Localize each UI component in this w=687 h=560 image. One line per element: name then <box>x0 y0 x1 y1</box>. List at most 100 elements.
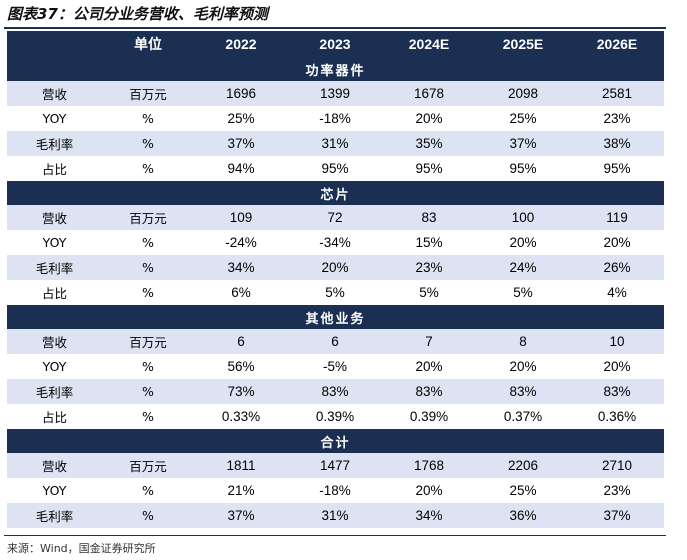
value-cell: -18% <box>288 478 382 503</box>
value-cell: 7 <box>382 329 476 354</box>
value-cell: 2581 <box>570 81 664 106</box>
row-label: 营收 <box>7 329 102 354</box>
section-title: 功率器件 <box>7 57 664 81</box>
value-cell: 6% <box>194 280 288 305</box>
section-header-row: 功率器件 <box>7 57 664 81</box>
value-cell: -24% <box>194 230 288 255</box>
value-cell: 20% <box>288 255 382 280</box>
row-unit: % <box>102 478 194 503</box>
table-row: YOY% 25% -18% 20% 25% 23% <box>7 106 664 131</box>
row-unit: 百万元 <box>102 81 194 106</box>
row-label: 占比 <box>7 156 102 181</box>
value-cell: 72 <box>288 205 382 230</box>
value-cell: 83% <box>476 379 570 404</box>
row-label: YOY <box>7 106 102 131</box>
section-header-row: 合计 <box>7 429 664 453</box>
value-cell: 2206 <box>476 453 570 478</box>
value-cell: 20% <box>570 230 664 255</box>
row-label: 毛利率 <box>7 255 102 280</box>
value-cell: 25% <box>476 478 570 503</box>
table-row: 营收 百万元 1811 1477 1768 2206 2710 <box>7 453 664 478</box>
table-header-row: 单位 2022 2023 2024E 2025E 2026E <box>7 31 664 57</box>
value-cell: 100 <box>476 205 570 230</box>
row-unit: % <box>102 354 194 379</box>
value-cell: 2098 <box>476 81 570 106</box>
header-year: 2023 <box>288 31 382 57</box>
value-cell: 95% <box>476 156 570 181</box>
figure-title: 图表37：公司分业务营收、毛利率预测 <box>7 5 268 23</box>
table-row: 营收 百万元 109 72 83 100 119 <box>7 205 664 230</box>
row-label: 毛利率 <box>7 131 102 156</box>
value-cell: 24% <box>476 255 570 280</box>
value-cell: 34% <box>382 503 476 528</box>
row-label: 占比 <box>7 404 102 429</box>
header-year: 2026E <box>570 31 664 57</box>
value-cell: -5% <box>288 354 382 379</box>
section-title: 芯片 <box>7 181 664 205</box>
row-unit: % <box>102 404 194 429</box>
section-title: 合计 <box>7 429 664 453</box>
value-cell: 73% <box>194 379 288 404</box>
row-label: YOY <box>7 230 102 255</box>
row-unit: % <box>102 106 194 131</box>
value-cell: 20% <box>570 354 664 379</box>
value-cell: 109 <box>194 205 288 230</box>
value-cell: 119 <box>570 205 664 230</box>
table-row: YOY% 21% -18% 20% 25% 23% <box>7 478 664 503</box>
row-label: 营收 <box>7 81 102 106</box>
row-unit: % <box>102 156 194 181</box>
value-cell: 2710 <box>570 453 664 478</box>
value-cell: 8 <box>476 329 570 354</box>
table-row: YOY% -24% -34% 15% 20% 20% <box>7 230 664 255</box>
value-cell: 5% <box>382 280 476 305</box>
row-unit: 百万元 <box>102 453 194 478</box>
value-cell: 26% <box>570 255 664 280</box>
value-cell: 56% <box>194 354 288 379</box>
row-label: 毛利率 <box>7 503 102 528</box>
table-row: 营收 百万元 1696 1399 1678 2098 2581 <box>7 81 664 106</box>
table-row: 占比% 0.33% 0.39% 0.39% 0.37% 0.36% <box>7 404 664 429</box>
value-cell: 21% <box>194 478 288 503</box>
value-cell: 23% <box>570 106 664 131</box>
table-row: 毛利率% 34% 20% 23% 24% 26% <box>7 255 664 280</box>
value-cell: 37% <box>194 503 288 528</box>
value-cell: 23% <box>382 255 476 280</box>
value-cell: 35% <box>382 131 476 156</box>
source-note: 来源：Wind，国金证券研究所 <box>7 542 156 555</box>
value-cell: 1399 <box>288 81 382 106</box>
row-unit: 百万元 <box>102 329 194 354</box>
value-cell: 34% <box>194 255 288 280</box>
header-year: 2024E <box>382 31 476 57</box>
value-cell: 25% <box>194 106 288 131</box>
bottom-divider <box>4 535 666 536</box>
value-cell: 6 <box>288 329 382 354</box>
value-cell: 20% <box>382 354 476 379</box>
value-cell: 20% <box>476 230 570 255</box>
value-cell: 23% <box>570 478 664 503</box>
value-cell: 15% <box>382 230 476 255</box>
value-cell: 1696 <box>194 81 288 106</box>
value-cell: 25% <box>476 106 570 131</box>
section-header-row: 其他业务 <box>7 305 664 329</box>
row-unit: % <box>102 255 194 280</box>
value-cell: 20% <box>382 478 476 503</box>
row-unit: % <box>102 280 194 305</box>
row-unit: % <box>102 131 194 156</box>
value-cell: 31% <box>288 503 382 528</box>
row-unit: 百万元 <box>102 205 194 230</box>
value-cell: 1678 <box>382 81 476 106</box>
value-cell: 94% <box>194 156 288 181</box>
row-label: 占比 <box>7 280 102 305</box>
table-row: 毛利率% 37% 31% 34% 36% 37% <box>7 503 664 528</box>
value-cell: 37% <box>194 131 288 156</box>
section-title: 其他业务 <box>7 305 664 329</box>
value-cell: 20% <box>382 106 476 131</box>
value-cell: 1477 <box>288 453 382 478</box>
value-cell: 0.36% <box>570 404 664 429</box>
value-cell: 1768 <box>382 453 476 478</box>
row-unit: % <box>102 503 194 528</box>
value-cell: 1811 <box>194 453 288 478</box>
value-cell: 36% <box>476 503 570 528</box>
value-cell: 83% <box>288 379 382 404</box>
value-cell: 37% <box>476 131 570 156</box>
